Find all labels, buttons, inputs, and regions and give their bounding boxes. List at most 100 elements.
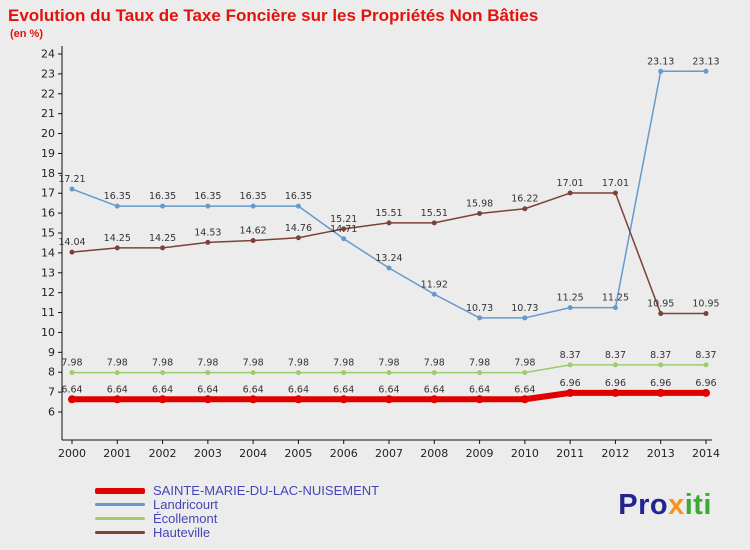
svg-text:15.51: 15.51	[375, 207, 402, 218]
svg-text:11.25: 11.25	[557, 292, 584, 303]
svg-text:6.96: 6.96	[695, 377, 716, 388]
svg-text:7.98: 7.98	[61, 357, 82, 368]
chart-title: Evolution du Taux de Taxe Foncière sur l…	[8, 6, 539, 25]
proxiti-logo-part-iti: iti	[684, 489, 712, 521]
svg-text:16: 16	[41, 206, 55, 219]
svg-text:7.98: 7.98	[378, 357, 399, 368]
svg-text:2006: 2006	[330, 447, 358, 460]
legend-swatch-landricourt	[95, 503, 145, 506]
svg-text:16.35: 16.35	[285, 191, 312, 202]
svg-text:7.98: 7.98	[152, 357, 173, 368]
legend-label-hauteville: Hauteville	[153, 525, 211, 540]
svg-text:19: 19	[41, 146, 55, 159]
legend-item-landricourt: Landricourt	[95, 498, 379, 511]
svg-text:10.95: 10.95	[647, 298, 674, 309]
svg-text:2007: 2007	[375, 447, 403, 460]
svg-text:15.98: 15.98	[466, 198, 493, 209]
proxiti-logo-part-x: x	[668, 489, 685, 521]
svg-text:6.96: 6.96	[605, 377, 626, 388]
svg-text:8.37: 8.37	[605, 349, 626, 360]
svg-text:6.64: 6.64	[288, 384, 309, 395]
svg-text:2003: 2003	[194, 447, 222, 460]
svg-text:22: 22	[41, 87, 55, 100]
svg-text:13: 13	[41, 266, 55, 279]
svg-text:7.98: 7.98	[514, 357, 535, 368]
legend-item-hauteville: Hauteville	[95, 526, 379, 539]
svg-text:2014: 2014	[692, 447, 720, 460]
svg-text:23: 23	[41, 67, 55, 80]
svg-text:2011: 2011	[556, 447, 584, 460]
svg-text:7.98: 7.98	[424, 357, 445, 368]
svg-text:8.37: 8.37	[695, 349, 716, 360]
legend-label-sainte-marie: SAINTE-MARIE-DU-LAC-NUISEMENT	[153, 483, 380, 498]
svg-text:6: 6	[48, 405, 55, 418]
svg-text:21: 21	[41, 107, 55, 120]
svg-text:2001: 2001	[103, 447, 131, 460]
svg-text:2010: 2010	[511, 447, 539, 460]
svg-text:2005: 2005	[284, 447, 312, 460]
svg-text:16.35: 16.35	[194, 191, 221, 202]
svg-text:8: 8	[48, 365, 55, 378]
svg-text:9: 9	[48, 345, 55, 358]
svg-text:6.64: 6.64	[197, 384, 218, 395]
svg-text:14.25: 14.25	[104, 232, 131, 243]
svg-text:15.21: 15.21	[330, 213, 357, 224]
chart-header: Evolution du Taux de Taxe Foncière sur l…	[0, 0, 750, 40]
svg-text:2000: 2000	[58, 447, 86, 460]
svg-text:17.01: 17.01	[557, 178, 584, 189]
svg-text:2008: 2008	[420, 447, 448, 460]
legend-swatch-ecollemont	[95, 517, 145, 520]
svg-text:14.53: 14.53	[194, 227, 221, 238]
svg-text:7.98: 7.98	[197, 357, 218, 368]
legend-item-ecollemont: Écollemont	[95, 512, 379, 525]
svg-text:6.64: 6.64	[333, 384, 354, 395]
legend-label-ecollemont: Écollemont	[153, 511, 218, 526]
proxiti-logo-part-pro: Pro	[618, 489, 669, 521]
chart-subtitle: (en %)	[10, 27, 43, 40]
line-chart: 6 7 8 9 10 11 12 13 14 15 16 17 18 19 20 21 22 23 24 2000 20…	[41, 45, 720, 460]
svg-text:15.51: 15.51	[421, 207, 448, 218]
svg-text:14.71: 14.71	[330, 223, 357, 234]
svg-text:14: 14	[41, 246, 55, 259]
svg-text:17: 17	[41, 186, 55, 199]
svg-text:6.64: 6.64	[514, 384, 535, 395]
svg-text:6.64: 6.64	[424, 384, 445, 395]
svg-text:6.64: 6.64	[378, 384, 399, 395]
svg-text:16.35: 16.35	[149, 191, 176, 202]
svg-text:23.13: 23.13	[692, 56, 719, 67]
svg-text:14.04: 14.04	[58, 237, 85, 248]
svg-text:17.01: 17.01	[602, 178, 629, 189]
svg-text:14.62: 14.62	[240, 225, 267, 236]
svg-text:2004: 2004	[239, 447, 267, 460]
svg-text:2013: 2013	[647, 447, 675, 460]
svg-text:12: 12	[41, 286, 55, 299]
svg-text:10: 10	[41, 325, 55, 338]
svg-text:6.64: 6.64	[107, 384, 128, 395]
svg-text:18: 18	[41, 166, 55, 179]
svg-text:14.25: 14.25	[149, 232, 176, 243]
svg-text:13.24: 13.24	[375, 253, 402, 264]
svg-text:20: 20	[41, 127, 55, 140]
svg-text:2002: 2002	[149, 447, 177, 460]
svg-text:16.35: 16.35	[104, 191, 131, 202]
legend-item-sainte-marie: SAINTE-MARIE-DU-LAC-NUISEMENT	[95, 484, 379, 497]
svg-text:11.25: 11.25	[602, 292, 629, 303]
svg-text:6.64: 6.64	[152, 384, 173, 395]
svg-text:17.21: 17.21	[58, 174, 85, 185]
svg-text:16.22: 16.22	[511, 193, 538, 204]
svg-text:7.98: 7.98	[243, 357, 264, 368]
proxiti-logo: Proxiti	[618, 489, 712, 522]
svg-text:6.64: 6.64	[469, 384, 490, 395]
svg-text:23.13: 23.13	[647, 56, 674, 67]
svg-text:6.64: 6.64	[243, 384, 264, 395]
svg-text:11: 11	[41, 306, 55, 319]
svg-text:14.76: 14.76	[285, 222, 312, 233]
svg-text:2009: 2009	[466, 447, 494, 460]
svg-text:10.73: 10.73	[511, 302, 538, 313]
svg-text:8.37: 8.37	[560, 349, 581, 360]
svg-text:15: 15	[41, 226, 55, 239]
legend-swatch-hauteville	[95, 531, 145, 534]
svg-text:10.73: 10.73	[466, 302, 493, 313]
svg-text:7.98: 7.98	[288, 357, 309, 368]
